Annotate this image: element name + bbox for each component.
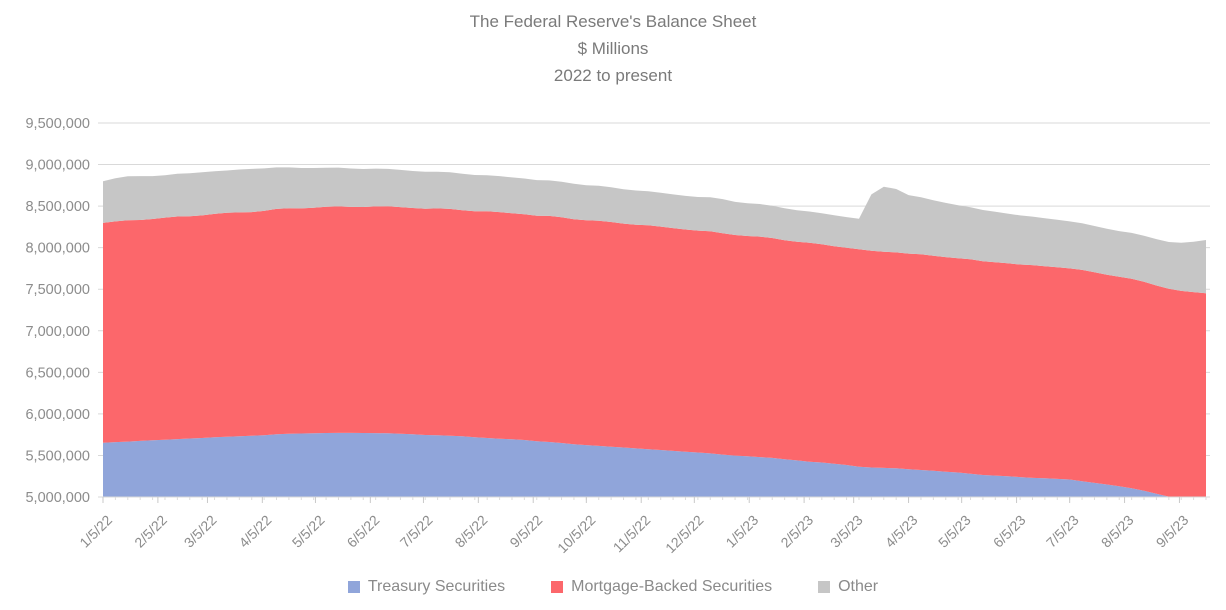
chart-legend: Treasury Securities Mortgage-Backed Secu…	[0, 578, 1226, 596]
x-axis-tick-label: 2/5/23	[777, 512, 816, 551]
x-axis-tick-label: 8/5/23	[1098, 512, 1137, 551]
legend-label-other: Other	[838, 578, 879, 595]
y-axis: 5,000,000 5,500,000 6,000,000 6,500,000 7,00…	[25, 116, 90, 506]
chart-subtitle-period: 2022 to present	[553, 66, 673, 85]
legend-item-other: Other	[818, 578, 878, 596]
x-axis-tick-label: 4/5/23	[882, 512, 921, 551]
y-axis-tick-label: 6,000,000	[25, 407, 90, 423]
x-axis-tick-label: 1/5/22	[76, 512, 115, 551]
x-axis-tick-label: 7/5/23	[1043, 512, 1082, 551]
legend-swatch-mbs-icon	[551, 581, 564, 593]
x-axis-tick-label: 5/5/23	[935, 512, 974, 551]
y-axis-tick-label: 7,000,000	[25, 324, 90, 340]
x-axis-tick-label: 12/5/22	[662, 512, 706, 556]
y-axis-tick-label: 9,500,000	[25, 116, 90, 132]
y-axis-tick-label: 8,000,000	[25, 241, 90, 257]
x-axis-tick-label: 1/5/23	[722, 512, 761, 551]
area-series-treasury-securities	[103, 432, 1206, 497]
legend-label-mbs: Mortgage-Backed Securities	[571, 578, 773, 595]
x-axis-tick-label: 8/5/22	[452, 512, 491, 551]
stacked-areas	[103, 167, 1206, 497]
legend-swatch-treasury-icon	[347, 581, 360, 593]
legend-label-treasury: Treasury Securities	[367, 578, 506, 595]
x-axis-tick-label: 6/5/22	[344, 512, 383, 551]
legend-item-mortgage-backed-securities: Mortgage-Backed Securities	[551, 578, 772, 596]
x-axis: 1/5/22 2/5/22 3/5/22 4/5/22 5/5/22 6/5/22 7/5/…	[76, 496, 1210, 556]
y-axis-tick-label: 7,500,000	[25, 282, 90, 298]
y-axis-tick-label: 6,500,000	[25, 365, 90, 381]
x-axis-tick-label: 2/5/22	[131, 512, 170, 551]
y-axis-tick-label: 5,000,000	[25, 490, 90, 506]
x-axis-tick-label: 4/5/22	[236, 512, 275, 551]
x-axis-tick-label: 3/5/22	[181, 512, 220, 551]
x-axis-tick-label: 9/5/23	[1153, 512, 1192, 551]
y-axis-tick-label: 8,500,000	[25, 199, 90, 215]
chart-title-block: The Federal Reserve's Balance Sheet $ Mi…	[0, 8, 1226, 89]
x-axis-tick-label: 11/5/22	[610, 512, 654, 556]
area-series-mortgage-backed-securities	[103, 206, 1206, 497]
chart-subtitle-units: $ Millions	[577, 39, 649, 58]
legend-item-treasury-securities: Treasury Securities	[347, 578, 506, 596]
x-axis-tick-label: 10/5/22	[554, 512, 598, 556]
x-axis-tick-label: 9/5/22	[506, 512, 545, 551]
chart-title: The Federal Reserve's Balance Sheet	[469, 12, 757, 31]
y-axis-tick-label: 9,000,000	[25, 158, 90, 174]
x-axis-tick-label: 3/5/23	[827, 512, 866, 551]
area-series-other	[103, 167, 1206, 294]
x-axis-tick-label: 7/5/22	[397, 512, 436, 551]
legend-swatch-other-icon	[818, 581, 831, 593]
x-axis-tick-label: 6/5/23	[990, 512, 1029, 551]
x-axis-tick-label: 5/5/22	[289, 512, 328, 551]
y-axis-tick-label: 5,500,000	[25, 448, 90, 464]
